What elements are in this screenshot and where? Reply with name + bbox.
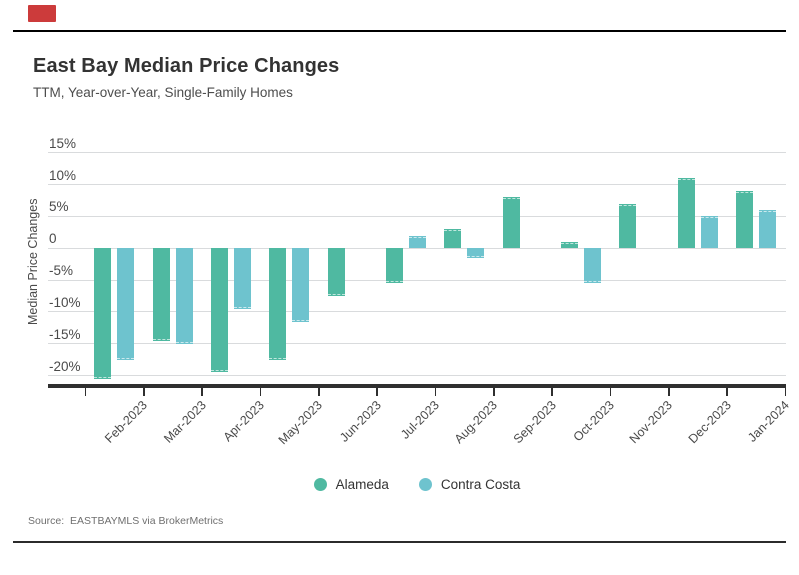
legend-dot-contra-costa — [418, 478, 432, 491]
gridline — [48, 247, 786, 249]
legend-item-alameda: Alameda — [313, 477, 389, 492]
legend-dot-alameda — [313, 478, 327, 491]
y-tick-label: -10% — [49, 294, 81, 310]
axis-tick — [551, 387, 553, 396]
legend-label-contra-costa: Contra Costa — [440, 477, 521, 492]
y-tick-label: -5% — [49, 263, 74, 279]
y-axis-title: Median Price Changes — [26, 198, 40, 326]
axis-tick — [143, 387, 145, 396]
bar-contra-costa-feb-2023 — [117, 248, 135, 360]
bar-contra-costa-jul-2023 — [408, 235, 426, 249]
bar-alameda-dec-2023 — [677, 178, 695, 249]
axis-tick — [784, 387, 787, 396]
axis-tick — [726, 387, 728, 396]
red-marker-icon — [28, 5, 56, 22]
gridline — [48, 343, 786, 345]
axis-tick — [376, 387, 378, 396]
bar-contra-costa-aug-2023 — [467, 248, 485, 258]
bar-contra-costa-jan-2024 — [758, 210, 776, 249]
legend: Alameda Contra Costa — [48, 477, 786, 492]
gridline — [48, 279, 786, 281]
legend-item-contra-costa: Contra Costa — [418, 477, 521, 492]
bar-contra-costa-oct-2023 — [583, 248, 601, 284]
bar-alameda-apr-2023 — [210, 248, 228, 373]
bar-alameda-aug-2023 — [444, 229, 462, 249]
bar-alameda-oct-2023 — [560, 241, 578, 249]
bottom-divider — [13, 541, 786, 543]
gridline — [48, 184, 786, 186]
bar-alameda-nov-2023 — [619, 203, 637, 249]
bar-alameda-mar-2023 — [152, 248, 170, 341]
top-divider — [13, 30, 786, 32]
bar-alameda-feb-2023 — [94, 248, 112, 379]
bar-contra-costa-may-2023 — [292, 248, 310, 322]
axis-tick — [609, 387, 612, 396]
bar-alameda-sep-2023 — [502, 197, 520, 249]
y-tick-label: -20% — [49, 358, 81, 374]
bar-contra-costa-mar-2023 — [175, 248, 193, 344]
y-tick-label: -15% — [49, 326, 81, 342]
gridline — [48, 311, 786, 313]
gridline — [48, 215, 786, 217]
y-tick-label: 15% — [49, 135, 77, 151]
bar-alameda-jul-2023 — [385, 248, 403, 284]
y-tick-label: 5% — [49, 199, 69, 215]
source-note: Source: EASTBAYMLS via BrokerMetrics — [28, 515, 224, 527]
axis-tick — [259, 387, 262, 396]
gridline — [48, 375, 786, 377]
axis-tick — [84, 387, 87, 396]
bar-alameda-jan-2024 — [735, 191, 753, 249]
plot-area: 15% 10% 5% 0 -5% -10% -15% -20% Feb-2023 Mar-2023… — [48, 136, 792, 447]
y-tick-label: 10% — [49, 167, 77, 183]
bar-contra-costa-dec-2023 — [700, 216, 718, 249]
axis-tick — [434, 387, 437, 396]
chart-subtitle: TTM, Year-over-Year, Single-Family Homes — [33, 85, 293, 100]
chart-title: East Bay Median Price Changes — [33, 55, 340, 77]
gridline — [48, 152, 786, 154]
axis-tick — [668, 387, 670, 396]
axis-tick — [493, 387, 495, 396]
bar-alameda-jun-2023 — [327, 248, 345, 297]
axis-tick — [318, 387, 320, 396]
bar-contra-costa-apr-2023 — [233, 248, 251, 309]
y-tick-label: 0 — [49, 231, 57, 247]
bar-alameda-may-2023 — [269, 248, 287, 360]
x-axis-line — [48, 384, 786, 388]
legend-label-alameda: Alameda — [335, 477, 389, 492]
axis-tick — [201, 387, 203, 396]
